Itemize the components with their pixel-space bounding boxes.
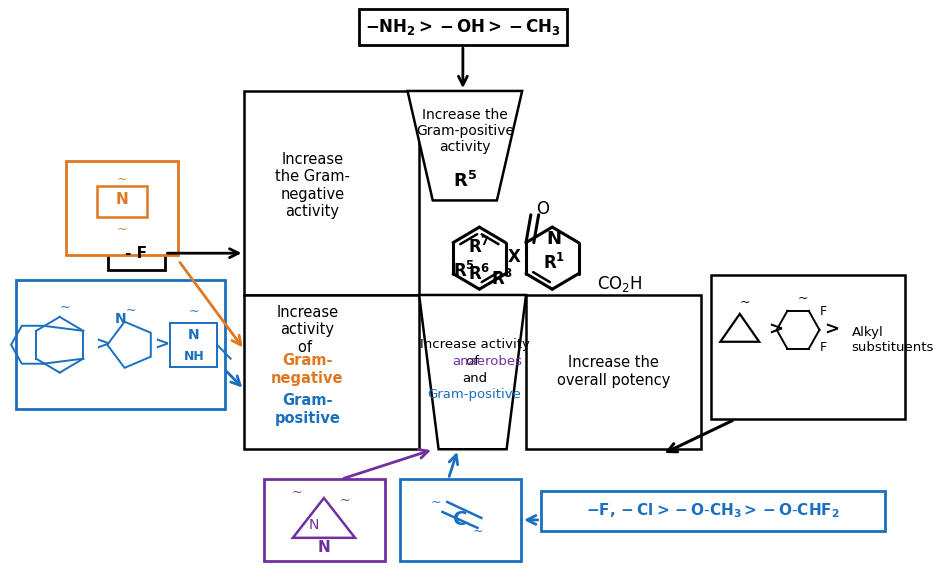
Text: ~: ~ [117,223,127,236]
Text: anaerobes: anaerobes [452,355,522,368]
Text: $\mathbf{R^7}$: $\mathbf{R^7}$ [468,237,490,256]
Text: ~: ~ [739,296,750,308]
Polygon shape [244,91,419,295]
Text: Increase
the Gram-
negative
activity: Increase the Gram- negative activity [275,152,350,219]
Text: Gram-
positive: Gram- positive [275,393,340,426]
Text: ~: ~ [59,300,69,314]
FancyBboxPatch shape [711,275,905,419]
Polygon shape [526,295,701,449]
Text: >: > [95,336,110,354]
Text: of: of [466,355,484,368]
Text: $\mathbf{- F, -Cl > -O\text{-}CH_3 > -O\text{-}CHF_2}$: $\mathbf{- F, -Cl > -O\text{-}CH_3 > -O\… [585,502,840,520]
Text: ~: ~ [798,291,808,304]
Text: F: F [820,305,826,318]
Text: ~: ~ [430,495,441,509]
FancyBboxPatch shape [359,9,567,45]
Polygon shape [170,323,217,367]
FancyBboxPatch shape [108,237,164,270]
Text: N: N [115,312,126,326]
Text: - F: - F [125,246,147,260]
FancyBboxPatch shape [400,479,522,561]
Text: Increase the
Gram-positive
activity: Increase the Gram-positive activity [416,107,514,154]
FancyBboxPatch shape [264,479,385,561]
Text: X: X [507,248,521,266]
Text: $\mathbf{R^8}$: $\mathbf{R^8}$ [491,269,513,288]
FancyBboxPatch shape [66,161,179,255]
Polygon shape [419,295,526,449]
Text: N: N [317,540,331,555]
Polygon shape [97,186,147,217]
Text: $\mathbf{R^6}$: $\mathbf{R^6}$ [467,263,490,284]
Text: $\mathbf{R^1}$: $\mathbf{R^1}$ [543,253,565,273]
Text: N: N [188,328,200,342]
Text: Alkyl
substituents: Alkyl substituents [851,326,934,354]
Text: >: > [154,336,169,354]
Polygon shape [720,314,759,342]
Text: ~: ~ [292,485,302,499]
Text: >: > [825,321,840,339]
Text: F: F [820,341,826,354]
FancyBboxPatch shape [16,280,225,409]
Text: and: and [462,372,487,385]
Text: >: > [769,321,783,339]
Text: $\mathbf{- NH_2 > - OH > -CH_3}$: $\mathbf{- NH_2 > - OH > -CH_3}$ [365,18,560,37]
Text: Gram-positive: Gram-positive [428,388,522,401]
Text: ~: ~ [188,304,199,318]
Text: $\mathbf{R^5}$: $\mathbf{R^5}$ [453,171,477,190]
Text: $\mathbf{R^5}$: $\mathbf{R^5}$ [453,261,476,281]
Text: Increase
activity
of: Increase activity of [276,305,338,354]
Text: $\mathrm{CO_2H}$: $\mathrm{CO_2H}$ [597,274,642,294]
Text: C: C [453,510,467,530]
Text: O: O [536,200,549,218]
Text: N: N [309,518,319,532]
Text: NH: NH [183,350,204,363]
Text: ~: ~ [340,493,351,506]
Text: Increase activity: Increase activity [420,338,529,351]
Text: Gram-
negative: Gram- negative [271,353,344,386]
Text: ~: ~ [125,304,136,317]
Text: ~: ~ [117,173,127,186]
Polygon shape [408,91,522,200]
Text: N: N [546,230,561,248]
Polygon shape [107,322,151,368]
FancyBboxPatch shape [541,491,885,531]
Text: Increase the
overall potency: Increase the overall potency [557,356,670,388]
Polygon shape [244,295,419,449]
Text: N: N [116,192,128,207]
Polygon shape [293,498,355,538]
Text: ~: ~ [472,526,483,538]
